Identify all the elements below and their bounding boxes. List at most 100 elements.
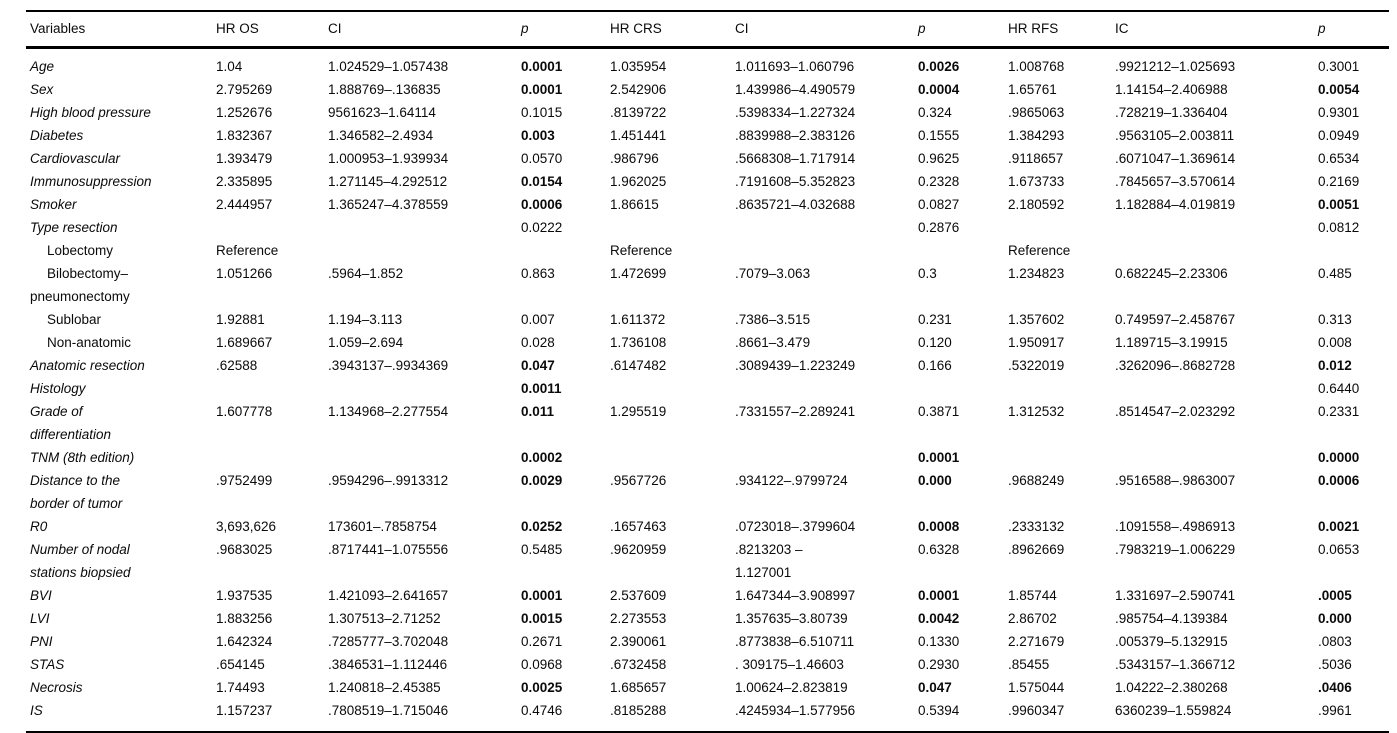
- hazard-ratio-cell: 1.035954: [610, 59, 667, 74]
- confidence-interval-cell: [324, 377, 517, 400]
- table-row: STAS .654145 .3846531–1.112446 0.0968 .67324…: [26, 653, 1389, 676]
- confidence-interval-cell: 1.357635–3.80739: [735, 611, 848, 626]
- p-value-cell: 0.011: [521, 404, 555, 419]
- hazard-ratio-cell: 1.86615: [610, 197, 659, 212]
- confidence-interval-cell: .934122–.9799724: [735, 473, 848, 488]
- hazard-ratio-cell: .9752499: [216, 473, 273, 488]
- variable-label: Smoker: [30, 197, 77, 212]
- confidence-interval-cell: .5668308–1.717914: [735, 151, 856, 166]
- confidence-interval-cell: .8661–3.479: [735, 335, 811, 350]
- p-value-cell: 0.2930: [918, 657, 960, 672]
- hazard-ratio-cell: 1.157237: [216, 703, 273, 718]
- variable-label: TNM (8th edition): [30, 450, 135, 465]
- variable-label: Diabetes: [30, 128, 84, 143]
- confidence-interval-cell: .3846531–1.112446: [328, 657, 448, 672]
- hazard-ratio-cell: .8139722: [610, 105, 667, 120]
- hazard-ratio-cell: 1.736108: [610, 335, 667, 350]
- p-value-cell: 0.0949: [1318, 128, 1360, 143]
- confidence-interval-cell: 1.00624–2.823819: [735, 680, 848, 695]
- confidence-interval-cell: 1.182884–4.019819: [1115, 197, 1236, 212]
- confidence-interval-cell: 1.240818–2.45385: [328, 680, 441, 695]
- confidence-interval-cell: 1.647344–3.908997: [735, 588, 856, 603]
- confidence-interval-cell: .7808519–1.715046: [328, 703, 449, 718]
- table-row: Anatomic resection .62588 .3943137–.993436…: [26, 354, 1389, 377]
- confidence-interval-cell: .8635721–4.032688: [735, 197, 856, 212]
- table-row: Bilobectomy– pneumonectomy 1.051266 .5964–…: [26, 262, 1389, 308]
- hazard-ratio-cell: .1657463: [610, 519, 667, 534]
- hazard-ratio-cell: 2.273553: [610, 611, 667, 626]
- hazard-ratio-cell: 2.537609: [610, 588, 667, 603]
- column-header-p-9: p: [1314, 10, 1389, 49]
- variable-label: BVI: [30, 588, 52, 603]
- confidence-interval-cell: 1.011693–1.060796: [735, 59, 855, 74]
- hazard-ratio-cell: 1.937535: [216, 588, 273, 603]
- table-row: High blood pressure 1.252676 9561623–1.641…: [26, 101, 1389, 124]
- variable-label: LVI: [30, 611, 50, 626]
- hazard-ratio-cell: .9567726: [610, 473, 667, 488]
- p-value-cell: 0.6534: [1318, 151, 1360, 166]
- p-value-cell: 0.2328: [918, 174, 960, 189]
- p-value-cell: 0.5485: [521, 542, 563, 557]
- variable-label: Necrosis: [30, 680, 83, 695]
- column-header-hr-os-1: HR OS: [212, 10, 324, 49]
- hazard-ratio-cell: 1.312532: [1008, 404, 1065, 419]
- confidence-interval-cell: 1.189715–3.19915: [1115, 335, 1228, 350]
- confidence-interval-cell: [731, 216, 914, 239]
- variable-label: Sex: [30, 82, 54, 97]
- table-row: Grade of differentiation 1.607778 1.134968…: [26, 400, 1389, 446]
- p-value-cell: 0.0968: [521, 657, 563, 672]
- p-value-cell: 0.0015: [521, 611, 563, 626]
- hazard-ratio-cell: .5322019: [1008, 358, 1065, 373]
- hazard-ratio-cell: 1.883256: [216, 611, 273, 626]
- hazard-ratio-cell: 2.390061: [610, 634, 667, 649]
- hazard-ratio-cell: Reference: [1008, 243, 1071, 258]
- confidence-interval-cell: [1111, 446, 1314, 469]
- variable-label: Immunosuppression: [30, 174, 152, 189]
- column-header-hr-rfs-7: HR RFS: [1004, 10, 1111, 49]
- table-row: Number of nodal stations biopsied .968302…: [26, 538, 1389, 584]
- hazard-ratio-cell: .6732458: [610, 657, 667, 672]
- p-value-cell: 0.0001: [521, 588, 563, 603]
- hazard-ratio-cell: 2.795269: [216, 82, 273, 97]
- confidence-interval-cell: .9921212–1.025693: [1115, 59, 1236, 74]
- confidence-interval-cell: .1091558–.4986913: [1115, 519, 1236, 534]
- hazard-ratio-cell: 2.86702: [1008, 611, 1057, 626]
- table-row: Lobectomy Reference Reference Reference: [26, 239, 1389, 262]
- p-value-cell: 0.863: [521, 266, 555, 281]
- p-value-cell: 0.003: [521, 128, 555, 143]
- confidence-interval-cell: 6360239–1.559824: [1115, 703, 1232, 718]
- p-value-cell: 0.047: [521, 358, 555, 373]
- table-row: PNI 1.642324 .7285777–3.702048 0.2671 2.3900…: [26, 630, 1389, 653]
- hazard-ratio-cell: 1.295519: [610, 404, 667, 419]
- confidence-interval-cell: 1.307513–2.71252: [328, 611, 441, 626]
- confidence-interval-cell: .985754–4.139384: [1115, 611, 1228, 626]
- hazard-ratio-cell: 1.472699: [610, 266, 667, 281]
- p-value-cell: 0.5394: [918, 703, 960, 718]
- hazard-ratio-cell: 1.962025: [610, 174, 667, 189]
- p-value-cell: [1314, 239, 1389, 262]
- confidence-interval-cell: 1.14154–2.406988: [1115, 82, 1228, 97]
- confidence-interval-cell: .5343157–1.366712: [1115, 657, 1236, 672]
- p-value-cell: 0.0827: [918, 197, 960, 212]
- confidence-interval-cell: [731, 239, 914, 262]
- hazard-ratio-cell: 1.673733: [1008, 174, 1065, 189]
- p-value-cell: 0.0001: [521, 59, 563, 74]
- table-row: Histology 0.0011 0.6440: [26, 377, 1389, 400]
- variable-label: PNI: [30, 634, 53, 649]
- p-value-cell: 0.0025: [521, 680, 563, 695]
- p-value-cell: [914, 239, 1004, 262]
- confidence-interval-cell: [1111, 239, 1314, 262]
- header-row: Variables HR OS CI p HR CRS CI p HR RFS IC p: [26, 10, 1389, 49]
- p-value-cell: [914, 377, 1004, 400]
- hazard-ratio-cell: 1.689667: [216, 335, 273, 350]
- table-row: Sex 2.795269 1.888769–.136835 0.0001 2.54290…: [26, 78, 1389, 101]
- hazard-ratio-cell: 2.271679: [1008, 634, 1065, 649]
- table-row: Immunosuppression 2.335895 1.271145–4.2925…: [26, 170, 1389, 193]
- variable-label: Distance to the border of tumor: [30, 473, 123, 511]
- confidence-interval-cell: .728219–1.336404: [1115, 105, 1228, 120]
- hazard-ratio-cell: .9960347: [1008, 703, 1065, 718]
- confidence-interval-cell: 1.024529–1.057438: [328, 59, 449, 74]
- hazard-ratio-cell: 1.451441: [610, 128, 667, 143]
- p-value-cell: 0.000: [1318, 611, 1352, 626]
- p-value-cell: 0.0008: [918, 519, 960, 534]
